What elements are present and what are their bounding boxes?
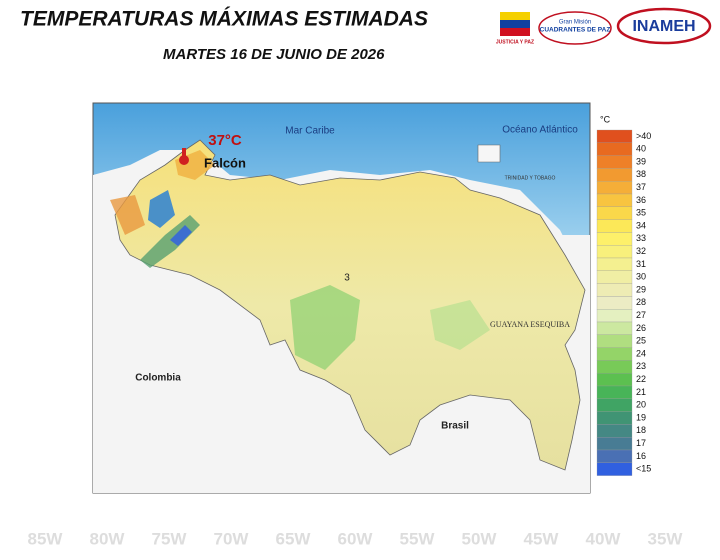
background-label: 35W: [648, 529, 684, 548]
legend-swatch: [596, 193, 633, 207]
legend-swatch: [596, 360, 633, 374]
legend-label: 25: [636, 336, 646, 346]
background-label: 70W: [214, 529, 250, 548]
legend-label: 30: [636, 272, 646, 282]
logo-text: INAMEH: [632, 18, 695, 35]
legend-swatch: [596, 334, 633, 348]
legend-label: 26: [636, 323, 646, 333]
legend-label: 21: [636, 387, 646, 397]
marker: [182, 148, 186, 160]
legend-label: 16: [636, 451, 646, 461]
legend-label: <15: [636, 464, 651, 474]
trinidad: [477, 144, 501, 163]
annotation-place: Falcón: [204, 155, 246, 170]
legend-label: 17: [636, 438, 646, 448]
legend-label: 34: [636, 220, 646, 230]
legend-swatch: [596, 462, 633, 476]
legend-label: 38: [636, 169, 646, 179]
legend-swatch: [596, 129, 633, 143]
lake-maracaibo: [148, 190, 175, 228]
legend-swatch: [596, 168, 633, 182]
legend-label: 28: [636, 297, 646, 307]
legend-swatch: [596, 296, 633, 310]
legend-swatch: [596, 181, 633, 195]
background-label: 80W: [90, 529, 126, 548]
background-label: 60W: [338, 529, 374, 548]
legend-label: >40: [636, 131, 651, 141]
legend-swatch: [596, 245, 633, 259]
legend-label: 32: [636, 246, 646, 256]
legend-unit: °C: [600, 114, 611, 124]
legend-swatch: [596, 219, 633, 233]
legend-swatch: [596, 283, 633, 297]
logo-text: CUADRANTES DE PAZ: [540, 27, 611, 34]
background-label: 45W: [524, 529, 560, 548]
legend-swatch: [596, 424, 633, 438]
background-label: 40W: [586, 529, 622, 548]
title: TEMPERATURAS MÁXIMAS ESTIMADAS: [20, 8, 428, 31]
map-label: Brasil: [441, 421, 469, 432]
annotation-value: 37°C: [208, 132, 242, 149]
legend-swatch: [596, 321, 633, 335]
legend-label: 18: [636, 425, 646, 435]
legend-label: 39: [636, 156, 646, 166]
legend-swatch: [596, 347, 633, 361]
cold-zone: [170, 225, 192, 246]
logo-text: Gran Misión: [559, 20, 591, 26]
hot-zone: [110, 195, 145, 235]
legend-swatch: [596, 232, 633, 246]
legend-label: 36: [636, 195, 646, 205]
legend-swatch: [596, 385, 633, 399]
legend-swatch: [596, 270, 633, 284]
legend-label: 23: [636, 361, 646, 371]
legend-label: 29: [636, 284, 646, 294]
legend-swatch: [596, 373, 633, 387]
legend-label: 19: [636, 412, 646, 422]
legend-label: 33: [636, 233, 646, 243]
map-label: Océano Atlántico: [502, 125, 578, 136]
legend-label: 35: [636, 208, 646, 218]
legend-swatch: [596, 411, 633, 425]
legend-swatch: [596, 309, 633, 323]
flag: [500, 28, 530, 36]
map-label: Colombia: [135, 373, 181, 384]
background-label: 65W: [276, 529, 312, 548]
legend-swatch: [596, 257, 633, 271]
logo-text: JUSTICIA Y PAZ: [496, 39, 534, 45]
legend-label: 24: [636, 348, 646, 358]
logo: [538, 11, 612, 45]
legend-swatch: [596, 398, 633, 412]
legend-swatch: [596, 437, 633, 451]
legend-label: 20: [636, 400, 646, 410]
map-label: TRINIDAD Y TOBAGO: [505, 175, 556, 181]
background-label: 75W: [152, 529, 188, 548]
legend-swatch: [596, 142, 633, 156]
legend-label: 37: [636, 182, 646, 192]
green-zone: [290, 285, 360, 370]
logo: [616, 7, 712, 45]
legend-label: 22: [636, 374, 646, 384]
legend-label: 40: [636, 144, 646, 154]
background-label: 50W: [462, 529, 498, 548]
legend-label: 27: [636, 310, 646, 320]
legend-label: 31: [636, 259, 646, 269]
flag: [500, 12, 530, 20]
legend-swatch: [596, 206, 633, 220]
background-label: 85W: [28, 529, 64, 548]
green-zone: [430, 300, 490, 350]
subtitle: MARTES 16 DE JUNIO DE 2026: [163, 46, 385, 63]
legend-swatch: [596, 449, 633, 463]
map-label: Mar Caribe: [285, 126, 335, 137]
background-label: 55W: [400, 529, 436, 548]
map-label: GUAYANA ESEQUIBA: [490, 320, 570, 329]
map-label: 3: [344, 273, 350, 284]
legend-swatch: [596, 155, 633, 169]
flag: [500, 20, 530, 28]
